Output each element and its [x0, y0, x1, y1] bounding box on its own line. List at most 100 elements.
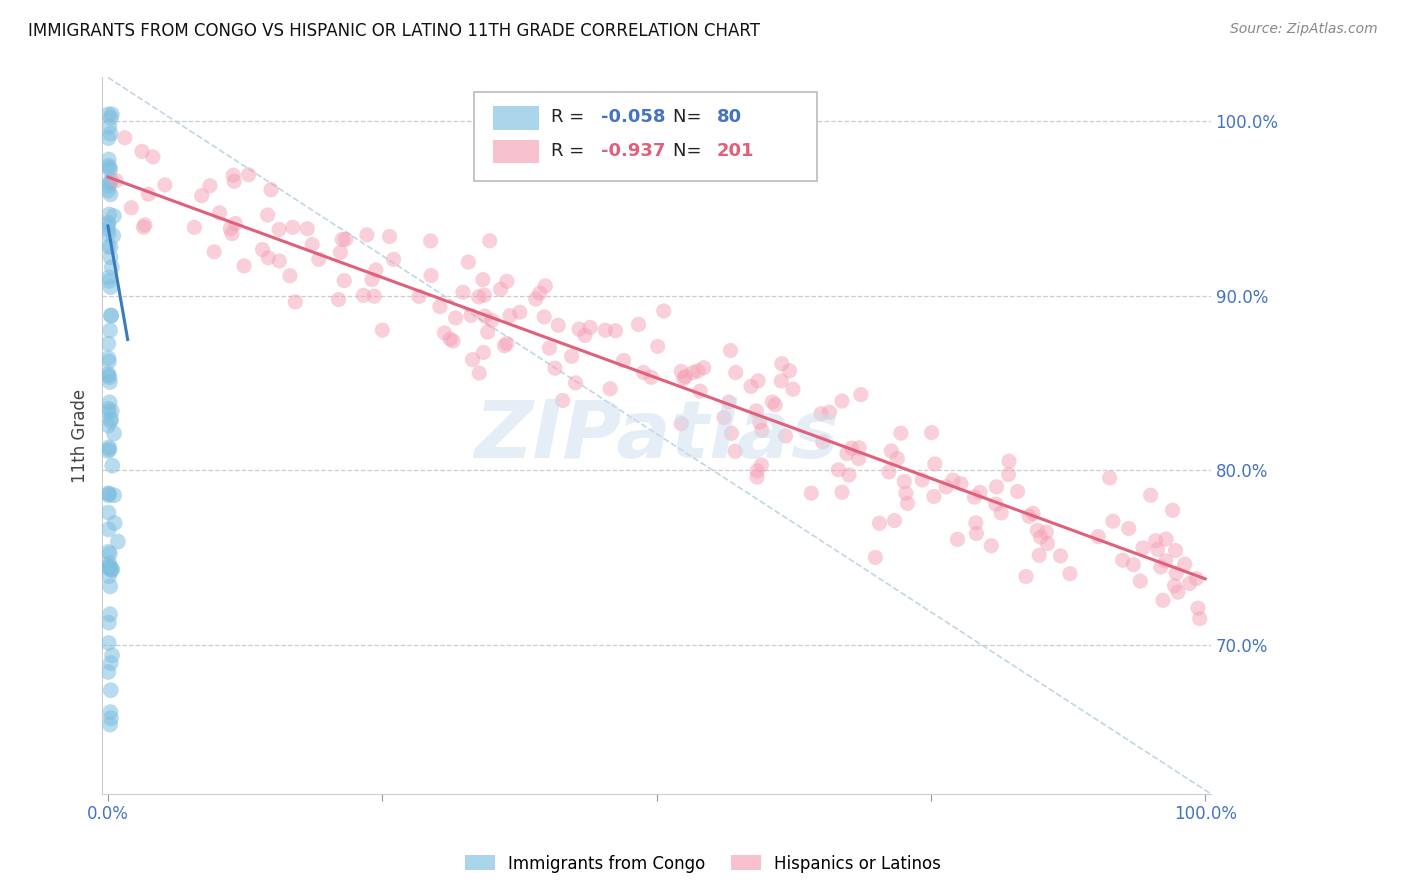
- Point: [97, 486, 120, 500]
- Point: [98, 161, 121, 175]
- Point: [1164, 543, 1187, 558]
- Point: [100, 111, 122, 125]
- Point: [97, 184, 120, 198]
- Point: [998, 454, 1021, 468]
- Point: [97, 216, 120, 230]
- Point: [693, 360, 716, 375]
- Point: [97, 561, 120, 575]
- Point: [724, 444, 747, 458]
- Point: [848, 451, 870, 466]
- Point: [1059, 566, 1081, 581]
- Point: [1152, 593, 1174, 607]
- Point: [335, 232, 357, 246]
- Point: [98, 559, 121, 574]
- Point: [720, 343, 742, 358]
- Point: [1132, 541, 1154, 555]
- Point: [100, 563, 122, 577]
- Point: [911, 473, 934, 487]
- Point: [1154, 554, 1177, 568]
- Point: [101, 563, 124, 577]
- Point: [831, 485, 853, 500]
- Point: [97, 107, 120, 121]
- Point: [922, 490, 945, 504]
- Text: 201: 201: [717, 142, 754, 161]
- Point: [153, 178, 176, 192]
- Point: [98, 556, 121, 570]
- Text: R =: R =: [551, 142, 591, 161]
- Point: [1035, 525, 1057, 540]
- Text: 80: 80: [717, 108, 741, 126]
- Point: [745, 404, 768, 418]
- Point: [233, 259, 256, 273]
- Point: [183, 220, 205, 235]
- Point: [533, 310, 555, 324]
- Point: [574, 328, 596, 343]
- Point: [673, 369, 696, 384]
- Point: [100, 173, 122, 187]
- Point: [329, 245, 352, 260]
- Point: [894, 486, 917, 500]
- Point: [747, 464, 769, 478]
- Point: [100, 280, 122, 294]
- Point: [378, 229, 401, 244]
- Point: [98, 176, 121, 190]
- Point: [97, 523, 120, 537]
- Point: [103, 488, 125, 502]
- Point: [1150, 560, 1173, 574]
- Point: [97, 227, 120, 241]
- Point: [478, 234, 501, 248]
- Point: [1098, 471, 1121, 485]
- Point: [98, 120, 121, 134]
- Point: [98, 440, 121, 454]
- Point: [131, 145, 153, 159]
- Point: [238, 168, 260, 182]
- Point: [1178, 576, 1201, 591]
- FancyBboxPatch shape: [474, 92, 817, 181]
- Point: [494, 339, 516, 353]
- Point: [647, 339, 669, 353]
- Point: [524, 292, 547, 306]
- Point: [682, 366, 704, 380]
- Point: [1029, 530, 1052, 544]
- Point: [98, 162, 121, 177]
- Point: [98, 370, 121, 384]
- Point: [547, 318, 569, 333]
- Point: [544, 361, 567, 376]
- Point: [97, 131, 120, 145]
- Point: [363, 289, 385, 303]
- Point: [97, 636, 120, 650]
- Point: [100, 309, 122, 323]
- Point: [1166, 566, 1188, 581]
- Point: [120, 201, 142, 215]
- Point: [278, 268, 301, 283]
- Point: [224, 217, 246, 231]
- Point: [745, 470, 768, 484]
- Y-axis label: 11th Grade: 11th Grade: [72, 389, 89, 483]
- Point: [467, 290, 489, 304]
- Point: [605, 324, 627, 338]
- Point: [364, 263, 387, 277]
- Text: N=: N=: [673, 142, 707, 161]
- Point: [100, 683, 122, 698]
- Point: [281, 220, 304, 235]
- Point: [1118, 521, 1140, 535]
- Point: [747, 374, 769, 388]
- Point: [134, 218, 156, 232]
- Point: [439, 332, 461, 346]
- Point: [1007, 484, 1029, 499]
- Point: [990, 506, 1012, 520]
- Point: [98, 607, 121, 622]
- Point: [352, 288, 374, 302]
- Point: [1188, 612, 1211, 626]
- Point: [301, 237, 323, 252]
- Point: [474, 309, 496, 323]
- Point: [1111, 553, 1133, 567]
- Point: [1018, 509, 1040, 524]
- Point: [260, 183, 283, 197]
- Point: [761, 395, 783, 409]
- Point: [1129, 574, 1152, 588]
- Point: [924, 457, 946, 471]
- Point: [1122, 558, 1144, 572]
- Point: [877, 465, 900, 479]
- Point: [408, 289, 430, 303]
